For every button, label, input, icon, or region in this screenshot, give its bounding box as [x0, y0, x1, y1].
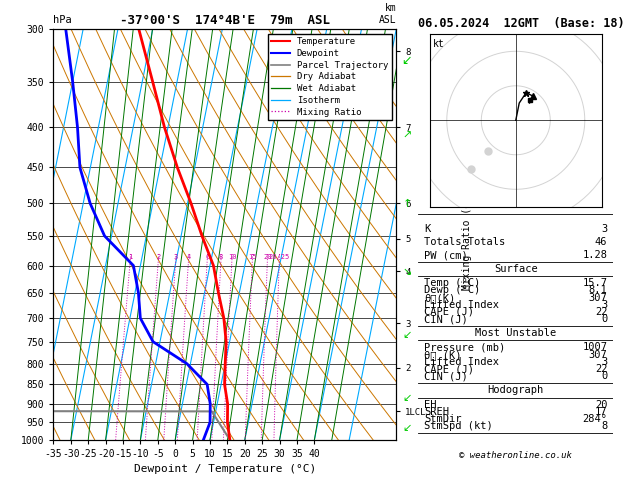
Text: K: K — [424, 224, 430, 234]
Text: Hodograph: Hodograph — [487, 385, 544, 396]
Text: 0: 0 — [601, 371, 608, 382]
Text: Pressure (mb): Pressure (mb) — [424, 343, 505, 352]
Text: CIN (J): CIN (J) — [424, 371, 468, 382]
Text: 3: 3 — [601, 357, 608, 367]
Text: ↙: ↙ — [403, 394, 411, 403]
Text: 15.7: 15.7 — [582, 278, 608, 288]
Text: StmSpd (kt): StmSpd (kt) — [424, 421, 493, 431]
Text: StmDir: StmDir — [424, 414, 462, 424]
Text: kt: kt — [433, 39, 445, 49]
Text: 1007: 1007 — [582, 343, 608, 352]
Text: 17: 17 — [595, 407, 608, 417]
Text: ↙: ↙ — [403, 330, 411, 340]
Text: CIN (J): CIN (J) — [424, 314, 468, 324]
Text: 3: 3 — [601, 300, 608, 310]
Text: 22: 22 — [595, 307, 608, 317]
Text: km
ASL: km ASL — [379, 3, 396, 25]
Text: EH: EH — [424, 399, 437, 410]
Text: 20/25: 20/25 — [269, 254, 290, 260]
Text: ↑: ↑ — [403, 199, 411, 209]
Text: 4: 4 — [186, 254, 191, 260]
Text: 3: 3 — [601, 224, 608, 234]
Text: 2: 2 — [156, 254, 160, 260]
Text: CAPE (J): CAPE (J) — [424, 307, 474, 317]
Text: 0: 0 — [601, 314, 608, 324]
Text: 20: 20 — [595, 399, 608, 410]
Y-axis label: Mixing Ratio (g/kg): Mixing Ratio (g/kg) — [462, 179, 472, 290]
Text: 10: 10 — [228, 254, 236, 260]
Text: 8: 8 — [601, 421, 608, 431]
Text: Lifted Index: Lifted Index — [424, 300, 499, 310]
Text: Lifted Index: Lifted Index — [424, 357, 499, 367]
Text: hPa: hPa — [53, 15, 72, 25]
Text: CAPE (J): CAPE (J) — [424, 364, 474, 374]
Text: θᴇ (K): θᴇ (K) — [424, 350, 462, 360]
Text: Dewp (°C): Dewp (°C) — [424, 285, 481, 295]
Text: 307: 307 — [589, 293, 608, 303]
Title: -37°00'S  174°4B'E  79m  ASL: -37°00'S 174°4B'E 79m ASL — [120, 14, 330, 27]
Text: 284°: 284° — [582, 414, 608, 424]
X-axis label: Dewpoint / Temperature (°C): Dewpoint / Temperature (°C) — [134, 465, 316, 474]
Text: ↙: ↙ — [402, 54, 412, 67]
Text: ↙: ↙ — [403, 423, 411, 433]
Text: 15: 15 — [248, 254, 257, 260]
Text: 46: 46 — [595, 237, 608, 247]
Text: 1.28: 1.28 — [582, 250, 608, 260]
Text: 22: 22 — [595, 364, 608, 374]
Text: 06.05.2024  12GMT  (Base: 18): 06.05.2024 12GMT (Base: 18) — [418, 17, 625, 30]
Text: Temp (°C): Temp (°C) — [424, 278, 481, 288]
Text: 6: 6 — [205, 254, 209, 260]
Text: PW (cm): PW (cm) — [424, 250, 468, 260]
Text: ↗: ↗ — [403, 131, 411, 141]
Text: 307: 307 — [589, 350, 608, 360]
Text: 8: 8 — [219, 254, 223, 260]
Legend: Temperature, Dewpoint, Parcel Trajectory, Dry Adiabat, Wet Adiabat, Isotherm, Mi: Temperature, Dewpoint, Parcel Trajectory… — [268, 34, 392, 120]
Text: Most Unstable: Most Unstable — [475, 328, 557, 338]
Text: Surface: Surface — [494, 264, 538, 275]
Text: 8.1: 8.1 — [589, 285, 608, 295]
Text: ↘: ↘ — [403, 267, 411, 277]
Text: 1: 1 — [128, 254, 132, 260]
Text: Totals Totals: Totals Totals — [424, 237, 505, 247]
Text: 3: 3 — [174, 254, 178, 260]
Text: © weatheronline.co.uk: © weatheronline.co.uk — [459, 451, 572, 460]
Text: 20: 20 — [263, 254, 272, 260]
Text: SREH: SREH — [424, 407, 449, 417]
Text: θᴇ(K): θᴇ(K) — [424, 293, 455, 303]
